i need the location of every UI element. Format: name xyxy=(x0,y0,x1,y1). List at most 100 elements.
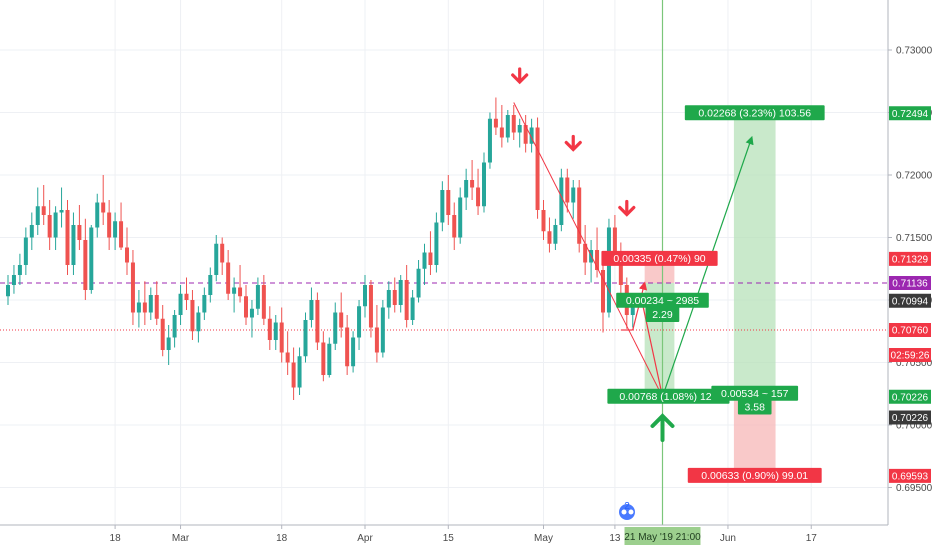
position-annotations[interactable]: 0.02268 (3.23%) 103.56 0.00335 (0.47%) 90… xyxy=(601,105,825,483)
price-tag-label[interactable]: 0.72494 xyxy=(892,109,929,120)
candle-body xyxy=(238,287,243,297)
candle-body xyxy=(53,212,58,238)
price-tag[interactable] xyxy=(889,468,931,483)
annotation-box[interactable] xyxy=(684,105,825,121)
take-profit-zone xyxy=(733,113,776,397)
candle-body xyxy=(261,285,266,319)
candle-body xyxy=(273,322,278,340)
candle-body xyxy=(404,280,409,320)
candle-body xyxy=(505,115,510,138)
candle-body xyxy=(125,247,129,263)
annotation-label[interactable]: 0.00768 (1.08%) 122 xyxy=(619,391,717,403)
time-axis[interactable]: 18 Mar 18 Apr 15 May 13 Jun 17 21 May '19 21:00 xyxy=(0,524,888,545)
projection-arrow-green[interactable] xyxy=(661,135,754,397)
candle-body xyxy=(351,337,356,367)
candle-body xyxy=(523,125,528,144)
annotation-label[interactable]: 0.02268 (3.23%) 103.56 xyxy=(698,107,811,119)
candle-body xyxy=(160,318,165,350)
candle-body xyxy=(410,297,415,320)
time-tick-label: 18 xyxy=(110,533,122,544)
price-tag[interactable] xyxy=(889,276,931,290)
candle-body xyxy=(29,225,34,238)
annotation-box[interactable] xyxy=(645,307,680,322)
price-tick-label: 0.70500 xyxy=(896,358,932,369)
candle-body xyxy=(458,197,463,238)
time-tick-label: 15 xyxy=(443,533,455,544)
candle-body xyxy=(487,118,492,163)
candle-body xyxy=(595,250,600,270)
annotation-label[interactable]: 3.58 xyxy=(745,402,766,414)
annotation-label[interactable]: 0.00234 ~ 2985 xyxy=(626,295,699,307)
candle-body xyxy=(368,285,373,328)
candle-body xyxy=(267,318,272,340)
candle-body xyxy=(392,290,397,305)
price-tag[interactable] xyxy=(889,348,931,362)
candle-body xyxy=(321,342,326,375)
candle-body xyxy=(606,227,611,313)
annotation-box[interactable] xyxy=(687,467,822,483)
candle-body xyxy=(482,162,486,207)
candle-body xyxy=(172,315,177,338)
candle-body xyxy=(142,302,147,313)
price-tag-label[interactable]: 0.71136 xyxy=(892,279,928,290)
price-tag-label[interactable]: 0.70994 xyxy=(892,296,929,307)
candle-body xyxy=(202,295,207,313)
projection-arrow-red[interactable] xyxy=(641,299,666,399)
candle-body xyxy=(119,221,124,248)
price-tag-label[interactable]: 0.70226 xyxy=(892,413,929,424)
candle-body xyxy=(398,280,403,305)
annotation-label[interactable]: 0.00335 (0.47%) 90 xyxy=(613,253,705,265)
time-tick-label: 18 xyxy=(276,533,288,544)
price-tag[interactable] xyxy=(889,389,931,404)
candle-body xyxy=(214,243,219,275)
price-tick-label: 0.70000 xyxy=(896,421,932,432)
crosshair-date-label[interactable]: 21 May '19 21:00 xyxy=(624,532,701,543)
annotation-box[interactable] xyxy=(607,388,730,404)
time-tick-label: Jun xyxy=(720,533,736,544)
candle-body xyxy=(208,275,213,295)
candle-body xyxy=(571,187,576,203)
time-tick-label: 13 xyxy=(609,533,621,544)
annotation-label[interactable]: 0.00534 ~ 157 xyxy=(721,388,789,400)
candle-body xyxy=(17,265,22,275)
annotation-box[interactable] xyxy=(711,385,799,401)
price-axis[interactable]: 0.730000.725000.720000.715000.710000.705… xyxy=(887,0,932,550)
candle-body xyxy=(618,252,623,285)
annotation-box[interactable] xyxy=(601,250,718,266)
price-tag[interactable] xyxy=(889,410,931,425)
candle-body xyxy=(464,180,469,198)
price-tag[interactable] xyxy=(889,106,931,121)
annotation-box[interactable] xyxy=(737,399,772,415)
price-tag-label[interactable]: 0.69593 xyxy=(892,471,929,482)
annotation-label[interactable]: 0.00633 (0.90%) 99.01 xyxy=(701,470,808,482)
candle-body xyxy=(65,210,70,265)
candle-body xyxy=(559,177,564,225)
annotation-label[interactable]: 2.29 xyxy=(652,309,673,321)
candle-body xyxy=(357,306,362,338)
candle-body xyxy=(101,202,106,213)
price-tag-label[interactable]: 0.70760 xyxy=(892,326,929,337)
crosshair-date-tag[interactable] xyxy=(624,527,701,545)
price-tag-label[interactable]: 0.70226 xyxy=(892,392,929,403)
candle-body xyxy=(89,227,94,290)
candle-body xyxy=(77,225,82,240)
candle-body xyxy=(630,301,635,315)
annotation-box[interactable] xyxy=(616,292,709,308)
price-tag-label[interactable]: 02:59:26 xyxy=(891,351,930,362)
candlestick-series xyxy=(6,97,635,400)
candle-body xyxy=(565,177,570,203)
trend-line[interactable] xyxy=(513,102,663,397)
candle-body xyxy=(380,307,385,353)
candle-body xyxy=(612,227,617,253)
price-tag[interactable] xyxy=(889,293,931,308)
candle-body xyxy=(6,285,10,297)
candle-body xyxy=(71,225,76,265)
price-tag[interactable] xyxy=(889,323,931,337)
candle-body xyxy=(577,187,582,244)
candle-body xyxy=(553,225,558,244)
price-tag-label[interactable]: 0.71329 xyxy=(892,254,929,265)
candle-body xyxy=(83,240,88,290)
price-tag[interactable] xyxy=(889,251,931,266)
candle-body xyxy=(190,300,195,332)
